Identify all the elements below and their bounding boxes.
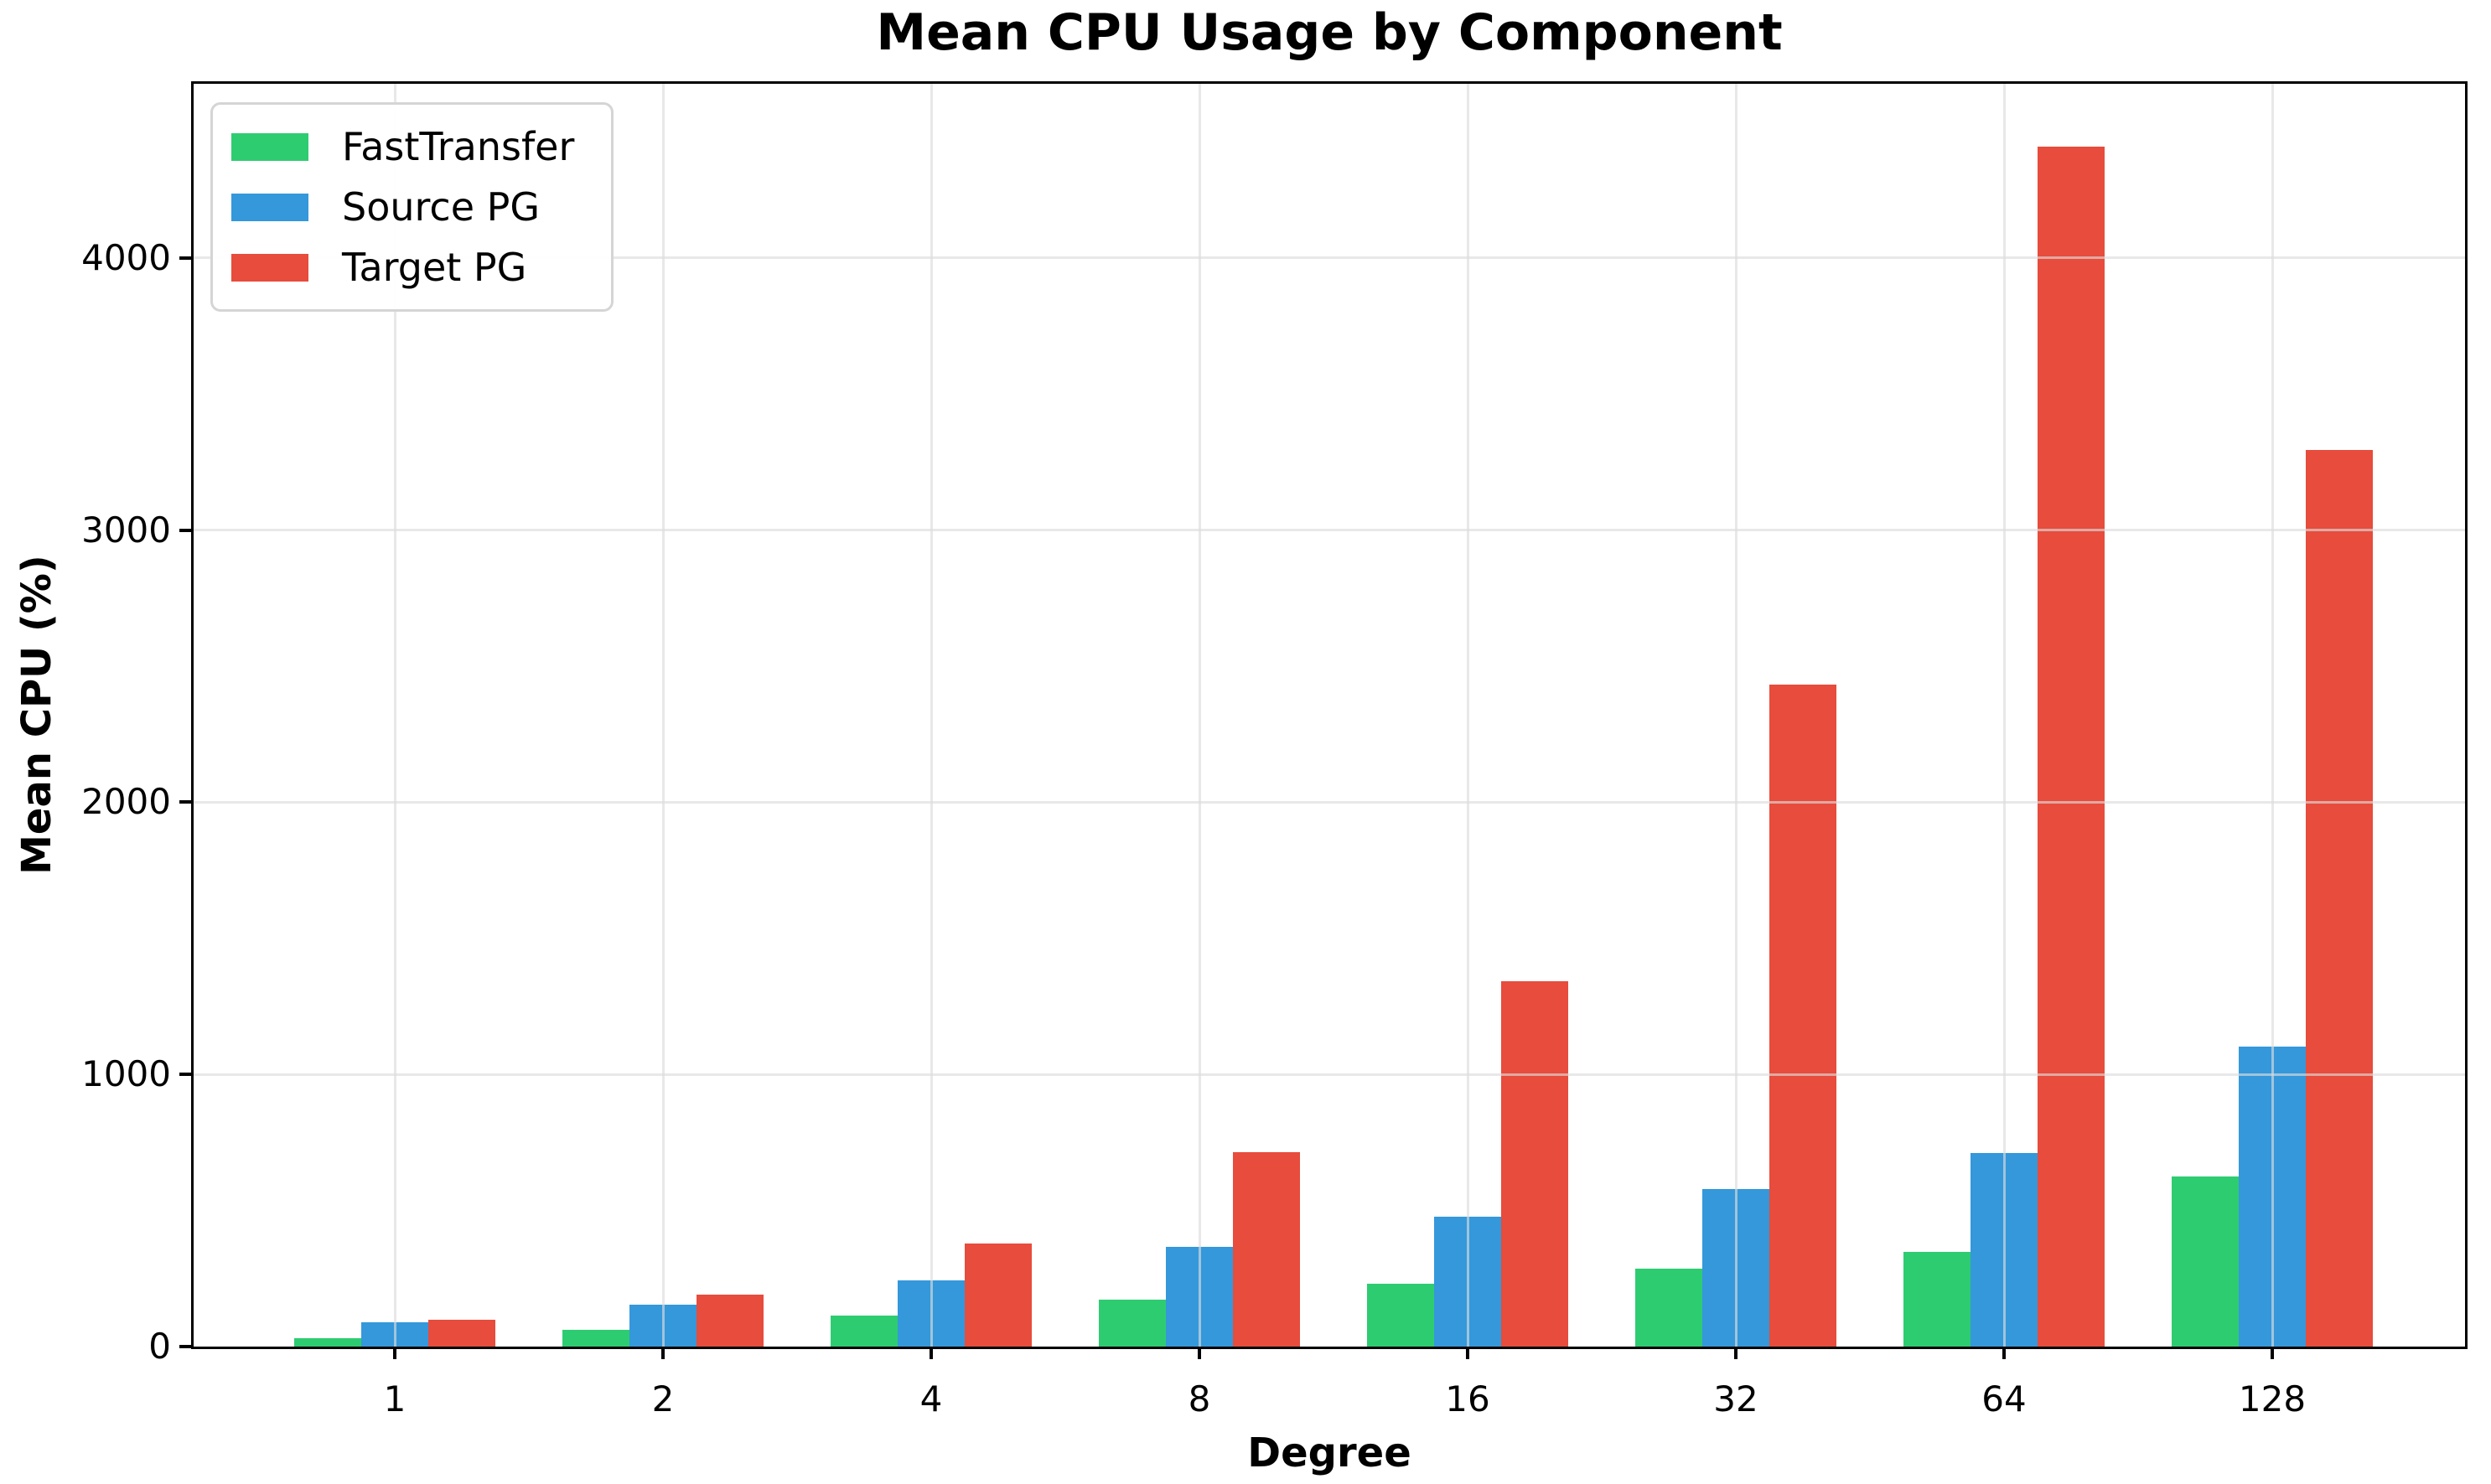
bar-fasttransfer-1 xyxy=(294,1338,361,1347)
bar-fasttransfer-64 xyxy=(1903,1251,1971,1347)
bar-target-pg-8 xyxy=(1233,1152,1300,1347)
y-tick-label-0: 0 xyxy=(148,1326,171,1367)
x-tick-mark-16 xyxy=(1466,1347,1469,1359)
x-tick-label-8: 8 xyxy=(1188,1378,1211,1419)
y-tick-label-1000: 1000 xyxy=(81,1053,171,1095)
y-tick-mark-2000 xyxy=(179,800,191,804)
gridline-y-1000 xyxy=(194,1073,2465,1076)
y-tick-label-4000: 4000 xyxy=(81,236,171,278)
x-tick-label-2: 2 xyxy=(651,1378,675,1419)
legend-item-source-pg: Source PG xyxy=(231,177,574,237)
gridline-x-128 xyxy=(2271,84,2274,1347)
bar-fasttransfer-128 xyxy=(2172,1176,2239,1347)
bar-fasttransfer-32 xyxy=(1635,1268,1702,1347)
plot-inner: FastTransfer Source PG Target PG 0 1000 20… xyxy=(81,84,2465,1419)
y-axis-label: Mean CPU (%) xyxy=(13,555,60,875)
x-tick-mark-8 xyxy=(1198,1347,1201,1359)
y-tick-label-2000: 2000 xyxy=(81,781,171,823)
x-tick-label-4: 4 xyxy=(919,1378,943,1419)
bar-target-pg-16 xyxy=(1501,981,1568,1347)
gridline-x-2 xyxy=(661,84,665,1347)
x-tick-label-1: 1 xyxy=(383,1378,407,1419)
x-tick-mark-64 xyxy=(2002,1347,2006,1359)
legend-swatch-fasttransfer xyxy=(231,132,308,161)
gridline-y-3000 xyxy=(194,529,2465,532)
legend-swatch-target-pg xyxy=(231,253,308,282)
gridline-x-32 xyxy=(1734,84,1737,1347)
bar-fasttransfer-16 xyxy=(1367,1284,1434,1347)
legend-label-fasttransfer: FastTransfer xyxy=(342,124,575,169)
bar-fasttransfer-2 xyxy=(562,1329,629,1347)
bar-target-pg-32 xyxy=(1769,685,1836,1347)
gridline-x-4 xyxy=(930,84,933,1347)
gridline-x-16 xyxy=(1466,84,1469,1347)
x-tick-mark-32 xyxy=(1734,1347,1737,1359)
x-tick-mark-2 xyxy=(661,1347,665,1359)
y-tick-mark-1000 xyxy=(179,1073,191,1077)
bar-target-pg-2 xyxy=(697,1294,764,1347)
legend: FastTransfer Source PG Target PG xyxy=(210,102,614,312)
x-tick-label-16: 16 xyxy=(1445,1378,1490,1419)
gridline-x-8 xyxy=(1198,84,1201,1347)
legend-swatch-source-pg xyxy=(231,193,308,221)
y-tick-label-3000: 3000 xyxy=(81,509,171,551)
bar-target-pg-4 xyxy=(965,1244,1032,1347)
x-tick-label-32: 32 xyxy=(1713,1378,1758,1419)
bar-target-pg-64 xyxy=(2038,147,2105,1347)
bar-fasttransfer-4 xyxy=(831,1316,898,1347)
gridline-y-4000 xyxy=(194,256,2465,260)
y-tick-mark-0 xyxy=(179,1345,191,1348)
chart-title: Mean CPU Usage by Component xyxy=(876,3,1783,62)
plot-area: FastTransfer Source PG Target PG 0 1000 20… xyxy=(81,81,2468,1419)
legend-label-source-pg: Source PG xyxy=(342,184,540,230)
bar-fasttransfer-8 xyxy=(1099,1299,1166,1347)
legend-item-target-pg: Target PG xyxy=(231,237,574,297)
x-tick-mark-128 xyxy=(2271,1347,2274,1359)
x-tick-mark-1 xyxy=(393,1347,396,1359)
x-tick-label-64: 64 xyxy=(1981,1378,2027,1419)
x-tick-mark-4 xyxy=(930,1347,933,1359)
gridline-y-2000 xyxy=(194,800,2465,804)
bar-target-pg-1 xyxy=(428,1320,495,1347)
gridline-x-1 xyxy=(393,84,396,1347)
bar-target-pg-128 xyxy=(2306,450,2373,1347)
legend-item-fasttransfer: FastTransfer xyxy=(231,116,574,177)
x-tick-label-128: 128 xyxy=(2238,1378,2307,1419)
y-tick-mark-3000 xyxy=(179,528,191,532)
gridline-x-64 xyxy=(2002,84,2006,1347)
x-axis-label: Degree xyxy=(1247,1430,1411,1476)
y-tick-mark-4000 xyxy=(179,256,191,260)
legend-label-target-pg: Target PG xyxy=(342,245,527,290)
